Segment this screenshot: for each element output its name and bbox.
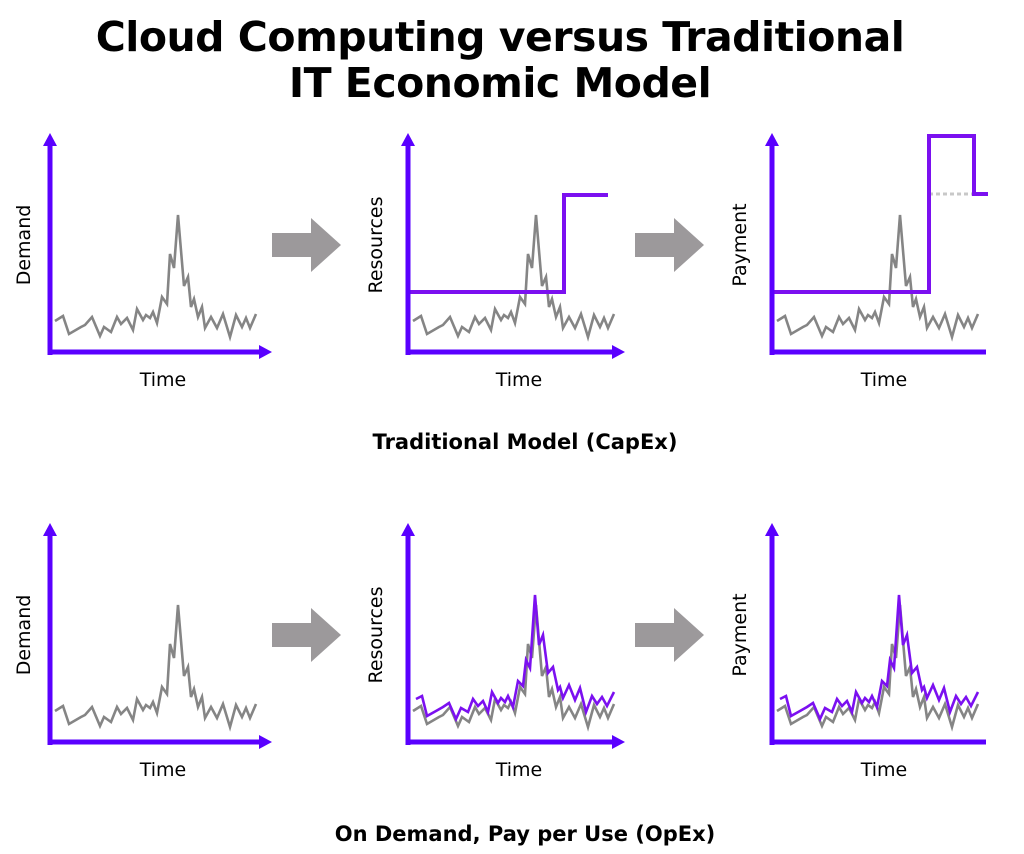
payment-line (772, 134, 988, 294)
flow-arrow-1 (272, 218, 341, 272)
flow-arrow-2 (635, 218, 704, 272)
page-title: Cloud Computing versus Traditional IT Ec… (0, 14, 1000, 106)
y-axis-arrowhead-icon (401, 133, 415, 146)
row-caption-traditional: Traditional Model (CapEx) (372, 430, 678, 454)
flow-arrow-4 (635, 608, 704, 662)
x-axis-label: Time (860, 759, 908, 781)
panel-traditional-payment: Payment Time (729, 133, 988, 391)
right-arrow-icon (635, 218, 704, 272)
y-axis-arrowhead-icon (43, 133, 57, 146)
demand-curve (53, 603, 258, 729)
y-axis-label: Resources (365, 196, 387, 293)
x-axis-arrowhead-icon (612, 735, 625, 749)
x-axis-label: Time (139, 759, 187, 781)
x-axis-label: Time (139, 369, 187, 391)
panel-traditional-resources: Resources Time (365, 133, 625, 391)
x-axis-arrowhead-icon (612, 345, 625, 359)
panel-traditional-demand: Demand Time (13, 133, 272, 391)
x-axis-label: Time (495, 759, 543, 781)
capacity-line (408, 193, 608, 294)
x-axis-label: Time (495, 369, 543, 391)
demand-curve (53, 213, 258, 339)
right-arrow-icon (272, 218, 341, 272)
demand-curve (411, 213, 616, 339)
right-arrow-icon (635, 608, 704, 662)
y-axis-arrowhead-icon (765, 133, 779, 146)
panel-ondemand-resources: Resources Time (365, 523, 625, 781)
y-axis-label: Demand (13, 205, 35, 286)
y-axis-arrowhead-icon (401, 523, 415, 536)
title-line-1: Cloud Computing versus Traditional (95, 13, 905, 61)
row-caption-ondemand: On Demand, Pay per Use (OpEx) (334, 822, 716, 846)
x-axis-arrowhead-icon (259, 735, 272, 749)
flow-arrow-3 (272, 608, 341, 662)
y-axis-label: Payment (729, 593, 751, 676)
panel-ondemand-demand: Demand Time (13, 523, 272, 781)
x-axis-arrowhead-icon (259, 345, 272, 359)
right-arrow-icon (272, 608, 341, 662)
y-axis-label: Resources (365, 586, 387, 683)
y-axis-label: Demand (13, 595, 35, 676)
resources-curve (414, 593, 616, 721)
panel-ondemand-payment: Payment Time (729, 523, 986, 781)
x-axis-label: Time (860, 369, 908, 391)
y-axis-label: Payment (729, 203, 751, 286)
y-axis-arrowhead-icon (765, 523, 779, 536)
y-axis-arrowhead-icon (43, 523, 57, 536)
demand-curve (775, 213, 980, 339)
payment-curve (778, 593, 980, 721)
title-line-2: IT Economic Model (288, 59, 712, 107)
